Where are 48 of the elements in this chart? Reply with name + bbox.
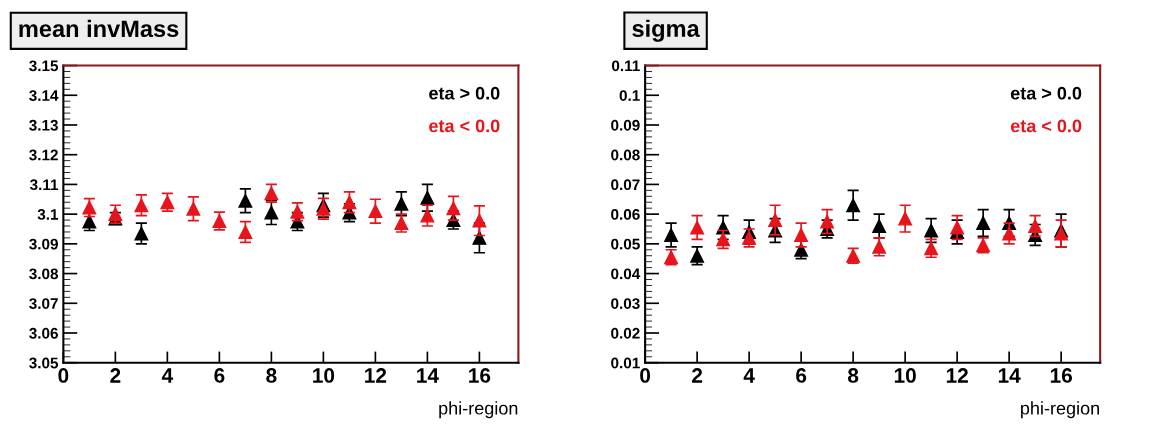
x-tick-label: 16 [469, 368, 491, 383]
y-tick-label: 0.08 [611, 149, 640, 161]
y-tick-label: 3.08 [29, 268, 59, 280]
x-tick-label: 10 [894, 368, 916, 383]
x-tick-label: 8 [266, 368, 277, 383]
y-tick-label: 3.12 [29, 149, 58, 161]
x-tick-label: 16 [1050, 368, 1072, 383]
x-tick-label: 12 [946, 368, 968, 383]
text: eta > 0.0 [1010, 86, 1082, 100]
y-tick-label: 0.09 [611, 119, 640, 131]
y-tick-label: 0.05 [611, 238, 640, 250]
x-tick-label: 6 [796, 368, 807, 383]
y-tick-label: 0.06 [611, 209, 640, 220]
y-tick-label: 0.1 [619, 90, 640, 101]
x-tick-label: 0 [640, 368, 651, 383]
y-tick-label: 3.1 [37, 209, 59, 220]
x-tick-label: 14 [998, 368, 1021, 383]
chart-title: sigma [632, 19, 700, 42]
x-tick-label: 2 [692, 368, 703, 383]
x-tick-label: 12 [365, 368, 387, 383]
x-tick-label: 6 [214, 368, 225, 383]
y-tick-label: 3.13 [29, 119, 58, 131]
y-tick-label: 0.04 [611, 268, 641, 280]
x-tick-label: 4 [161, 368, 174, 383]
text: eta < 0.0 [429, 119, 500, 133]
x-tick-label: 4 [743, 368, 755, 383]
y-tick-label: 0.07 [611, 179, 640, 191]
y-tick-label: 0.03 [611, 298, 640, 309]
y-tick-label: 3.09 [29, 238, 58, 250]
chart-title: mean invMass [19, 19, 179, 38]
x-axis-title: phi-region [439, 401, 518, 419]
y-tick-label: 0.01 [611, 357, 640, 369]
x-tick-label: 0 [58, 368, 69, 383]
y-tick-label: 3.06 [29, 327, 58, 339]
y-tick-label: 0.02 [611, 327, 640, 339]
text: eta < 0.0 [1010, 119, 1082, 133]
y-tick-label: 0.11 [611, 60, 640, 72]
y-tick-label: 3.11 [29, 179, 59, 191]
x-tick-label: 2 [110, 368, 121, 383]
x-tick-label: 14 [417, 368, 439, 383]
x-tick-label: 8 [848, 368, 859, 383]
y-tick-label: 3.15 [29, 60, 59, 72]
x-axis-title: phi-region [1021, 401, 1099, 419]
y-tick-label: 3.05 [29, 357, 59, 369]
x-tick-label: 10 [313, 368, 335, 383]
y-tick-label: 3.14 [29, 90, 59, 101]
y-tick-label: 3.07 [29, 298, 58, 309]
text: eta > 0.0 [429, 86, 500, 100]
